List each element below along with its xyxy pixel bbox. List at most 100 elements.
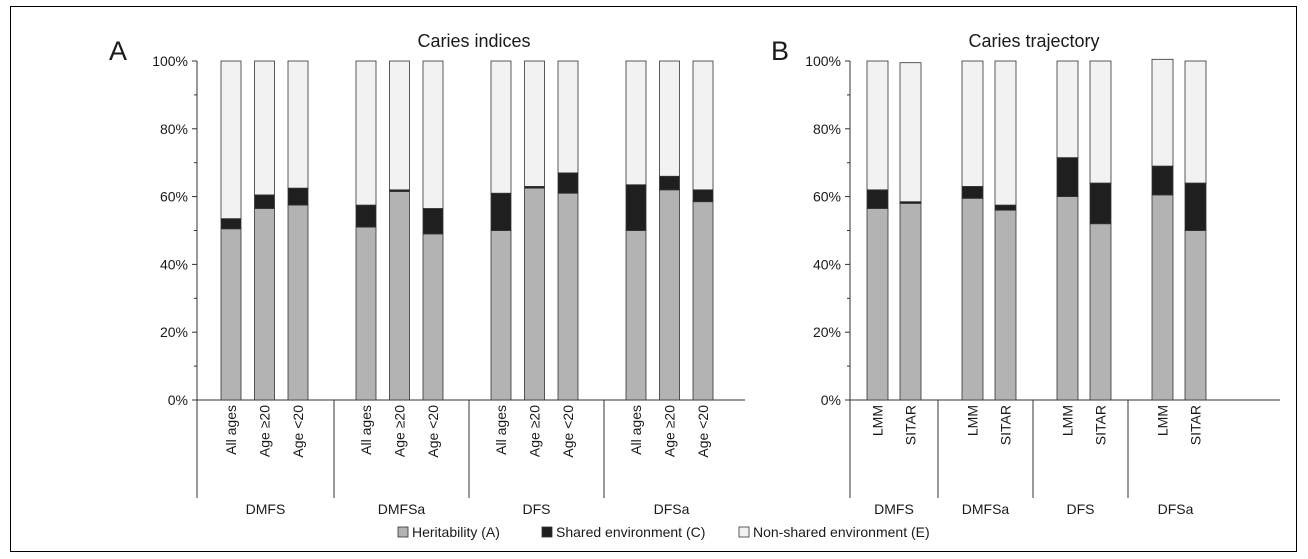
bar-segment-C (692, 189, 714, 203)
legend-swatch (397, 526, 409, 538)
x-category-label: All ages (358, 405, 374, 455)
x-category-label: SITAR (998, 405, 1014, 445)
bar-segment-A (866, 208, 889, 401)
bar-segment-E (422, 60, 444, 209)
bar-segment-A (961, 197, 984, 401)
y-tick-label: 0% (168, 392, 188, 408)
group-label: DMFS (246, 501, 286, 517)
y-tick-label: 100% (805, 53, 841, 69)
bar-segment-A (625, 230, 647, 401)
bar-segment-A (899, 202, 922, 401)
bar-segment-E (1056, 60, 1079, 159)
bar-segment-A (524, 187, 545, 401)
bar-segment-E (961, 60, 984, 187)
bar-segment-A (1151, 194, 1174, 401)
bar-segment-E (1184, 60, 1207, 184)
bar-segment-A (1089, 223, 1112, 401)
y-tick-label: 100% (152, 53, 188, 69)
x-category-label: LMM (1155, 405, 1171, 436)
bar-segment-C (866, 189, 889, 209)
y-tick-label: 80% (160, 121, 188, 137)
legend-swatch (541, 526, 553, 538)
x-category-label: LMM (965, 405, 981, 436)
x-category-label: All ages (493, 405, 509, 455)
x-category-label: Age <20 (695, 405, 711, 458)
bar-segment-E (355, 60, 377, 206)
x-category-label: SITAR (1188, 405, 1204, 445)
y-tick-label: 20% (813, 324, 841, 340)
bar-segment-E (899, 62, 922, 203)
bar-segment-A (659, 189, 680, 401)
bar-segment-A (389, 191, 410, 401)
x-category-label: Age ≥20 (257, 405, 273, 457)
bar-segment-E (524, 60, 545, 187)
bar-segment-C (1056, 157, 1079, 198)
bar-segment-E (557, 60, 579, 174)
bar-segment-E (1151, 58, 1174, 167)
bar-segment-C (961, 186, 984, 199)
bar-segment-C (1089, 182, 1112, 225)
x-category-label: LMM (870, 405, 886, 436)
bar-segment-C (220, 218, 242, 230)
legend-label: Heritability (A) (412, 524, 500, 540)
bar-segment-E (625, 60, 647, 186)
group-label: DMFSa (378, 501, 426, 517)
bar-segment-A (1184, 230, 1207, 401)
bar-segment-A (1056, 196, 1079, 401)
y-tick-label: 40% (813, 256, 841, 272)
group-label: DMFSa (962, 501, 1010, 517)
bar-segment-C (490, 192, 512, 231)
legend-swatch (738, 526, 750, 538)
bar-segment-E (866, 60, 889, 191)
group-label: DMFS (874, 501, 914, 517)
bar-segment-A (692, 201, 714, 401)
bar-segment-A (254, 208, 275, 401)
y-tick-label: 80% (813, 121, 841, 137)
x-category-label: All ages (628, 405, 644, 455)
group-label: DFS (1067, 501, 1095, 517)
bar-segment-C (994, 204, 1017, 211)
legend-label: Non-shared environment (E) (753, 524, 930, 540)
bar-segment-C (287, 187, 309, 206)
y-tick-label: 20% (160, 324, 188, 340)
bar-segment-C (422, 208, 444, 235)
bar-segment-E (1089, 60, 1112, 184)
group-label: DFS (523, 501, 551, 517)
legend-label: Shared environment (C) (556, 524, 705, 540)
bar-segment-E (254, 60, 275, 196)
bar-segment-C (1151, 165, 1174, 196)
figure-frame (10, 6, 1297, 552)
x-category-label: Age <20 (425, 405, 441, 458)
bar-segment-A (557, 192, 579, 401)
bar-segment-E (659, 60, 680, 177)
x-category-label: All ages (223, 405, 239, 455)
bar-segment-E (692, 60, 714, 191)
group-label: DFSa (1158, 501, 1194, 517)
bar-segment-E (389, 60, 410, 191)
x-category-label: Age ≥20 (662, 405, 678, 457)
bar-segment-C (659, 175, 680, 191)
bar-segment-A (287, 204, 309, 401)
chart-title: Caries indices (417, 31, 530, 51)
x-category-label: Age ≥20 (527, 405, 543, 457)
y-tick-label: 0% (821, 392, 841, 408)
bar-segment-C (355, 204, 377, 228)
panel-letter: A (109, 36, 127, 66)
bar-segment-C (1184, 182, 1207, 231)
panel-letter: B (771, 36, 789, 66)
bar-segment-A (490, 230, 512, 401)
x-category-label: LMM (1060, 405, 1076, 436)
bar-segment-A (220, 228, 242, 401)
group-label: DFSa (654, 501, 690, 517)
bar-segment-A (422, 233, 444, 401)
bar-segment-E (490, 60, 512, 194)
x-category-label: Age <20 (290, 405, 306, 458)
bar-segment-E (287, 60, 309, 189)
bar-segment-C (625, 184, 647, 231)
bar-segment-E (220, 60, 242, 220)
x-category-label: Age <20 (560, 405, 576, 458)
y-tick-label: 40% (160, 256, 188, 272)
y-tick-label: 60% (160, 189, 188, 205)
